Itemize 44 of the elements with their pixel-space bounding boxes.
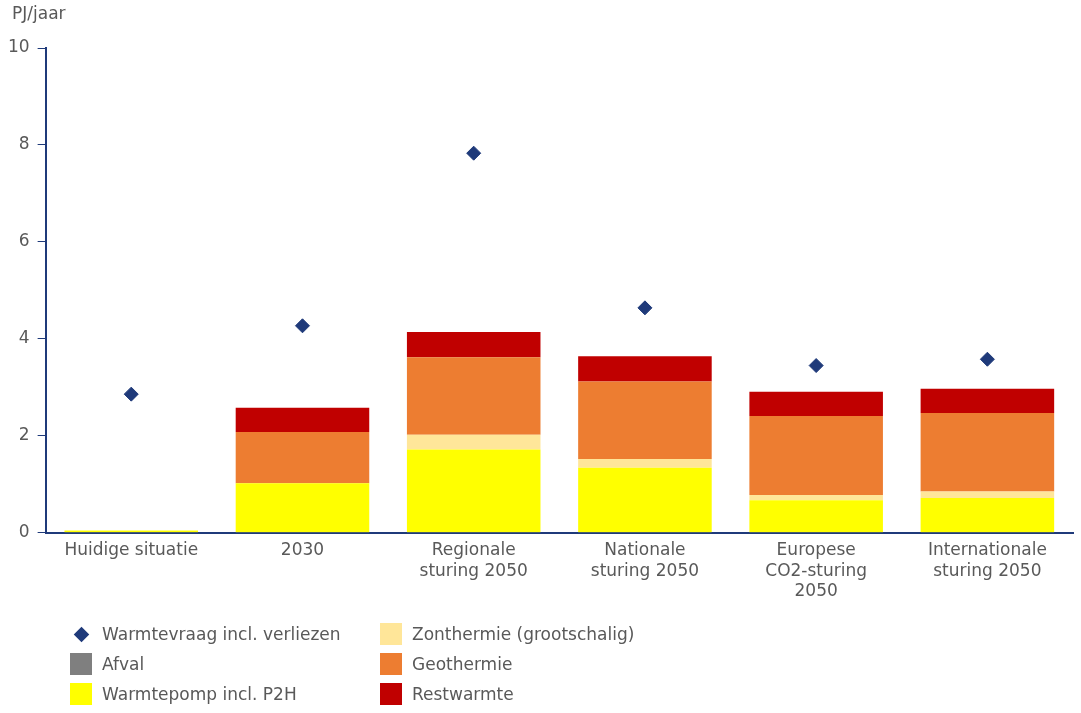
y-tick-label: 2: [18, 424, 30, 445]
bar: [406, 449, 541, 533]
bar: [578, 381, 712, 460]
bar: [749, 500, 883, 533]
x-tick-label: Europese CO2-sturing 2050: [765, 539, 868, 601]
x-tick-label: 2030: [280, 539, 325, 560]
bar: [749, 494, 883, 501]
legend-label: Restwarmte: [412, 684, 514, 704]
legend-label: Warmtepomp incl. P2H: [102, 684, 297, 704]
bar: [578, 467, 712, 533]
y-axis-title: PJ/jaar: [12, 2, 66, 23]
bar: [406, 434, 541, 450]
legend-label: Zonthermie (grootschalig): [412, 624, 635, 644]
bar: [235, 431, 370, 484]
bar: [235, 407, 370, 432]
point: [808, 358, 824, 374]
bar: [920, 413, 1055, 492]
bar: [920, 388, 1055, 414]
bar: [578, 459, 712, 468]
y-tick-label: 6: [18, 230, 30, 251]
bar: [749, 391, 883, 416]
y-tick-label: 8: [18, 133, 30, 154]
x-tick-label: Nationale sturing 2050: [590, 539, 700, 580]
x-tick-label: Regionale sturing 2050: [419, 539, 528, 580]
bar: [920, 491, 1055, 498]
y-tick-label: 10: [7, 36, 30, 57]
bar: [406, 332, 541, 358]
bar: [749, 415, 883, 495]
bar: [578, 356, 712, 382]
legend-label: Afval: [102, 654, 145, 674]
legend-label: Warmtevraag incl. verliezen: [102, 624, 341, 644]
point: [466, 145, 482, 161]
legend-label: Geothermie: [412, 654, 513, 674]
bar: [406, 357, 541, 435]
point: [123, 386, 139, 402]
x-tick-label: Huidige situatie: [64, 539, 199, 560]
y-tick-label: 4: [18, 327, 30, 348]
point: [294, 318, 310, 334]
bar: [235, 483, 370, 533]
bar: [920, 497, 1055, 533]
point: [637, 300, 653, 316]
point: [979, 351, 995, 367]
y-tick-label: 0: [18, 521, 30, 542]
x-tick-label: Internationale sturing 2050: [927, 539, 1047, 580]
